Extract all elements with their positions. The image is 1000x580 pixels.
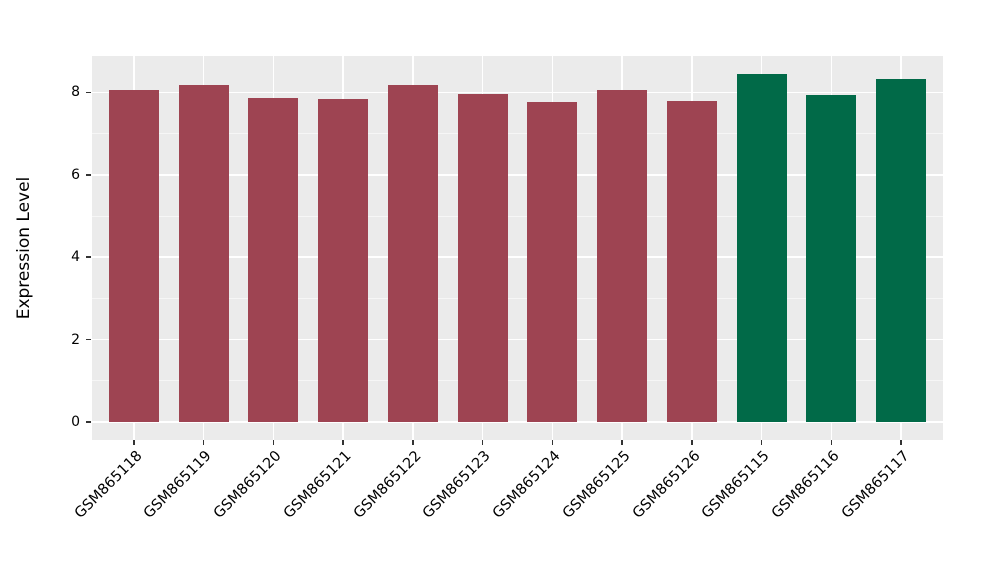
x-tick-label-GSM865121: GSM865121	[280, 448, 355, 522]
y-tick-mark-0	[86, 421, 91, 423]
x-tick-mark-GSM865123	[481, 440, 484, 445]
plot-panel	[92, 56, 943, 440]
x-tick-label-GSM865119: GSM865119	[141, 448, 215, 522]
bar-GSM865117	[876, 78, 927, 422]
x-tick-label-GSM865122: GSM865122	[350, 448, 425, 522]
x-tick-label-GSM865117: GSM865117	[838, 448, 913, 522]
gridline-minor-y5	[92, 215, 943, 217]
y-tick-mark-4	[86, 256, 91, 258]
y-tick-label-2: 2	[71, 331, 80, 348]
x-tick-mark-GSM865119	[202, 440, 205, 445]
y-tick-label-6: 6	[71, 166, 80, 183]
y-tick-label-4: 4	[71, 249, 80, 266]
x-tick-mark-GSM865124	[551, 440, 554, 445]
y-tick-label-0: 0	[71, 414, 80, 430]
x-tick-label-GSM865125: GSM865125	[559, 448, 634, 522]
x-tick-mark-GSM865121	[342, 440, 344, 445]
gridline-minor-y7	[92, 133, 943, 135]
x-tick-mark-GSM865126	[691, 440, 693, 445]
gridline-major-y0	[92, 421, 943, 423]
gridline-minor-y1	[92, 380, 943, 382]
bar-GSM865120	[248, 98, 299, 422]
x-tick-label-GSM865123: GSM865123	[420, 448, 494, 522]
bar-GSM865125	[597, 90, 648, 422]
bar-GSM865124	[527, 101, 578, 422]
bar-GSM865126	[666, 101, 717, 422]
gridline-major-y2	[92, 338, 943, 341]
gridline-major-y4	[92, 256, 943, 258]
gridline-major-y8	[92, 91, 943, 94]
x-tick-mark-GSM865125	[621, 440, 623, 445]
y-axis-title: Expression Level	[14, 176, 34, 320]
bar-GSM865116	[806, 95, 857, 422]
x-tick-label-GSM865118: GSM865118	[71, 448, 146, 522]
x-tick-mark-GSM865118	[133, 440, 135, 445]
y-tick-mark-8	[86, 91, 91, 94]
x-tick-mark-GSM865117	[900, 440, 902, 445]
y-tick-mark-6	[86, 174, 91, 176]
x-tick-label-GSM865116: GSM865116	[768, 448, 843, 522]
gridline-minor-y3	[92, 297, 943, 299]
bar-GSM865118	[108, 90, 159, 422]
x-tick-mark-GSM865120	[272, 440, 275, 445]
bar-GSM865119	[178, 85, 229, 422]
bar-GSM865123	[457, 93, 508, 422]
y-tick-label-8: 8	[71, 84, 80, 101]
x-tick-label-GSM865115: GSM865115	[699, 448, 773, 522]
gridline-major-y6	[92, 174, 943, 176]
y-tick-mark-2	[86, 338, 91, 341]
x-tick-mark-GSM865116	[830, 440, 833, 445]
bar-GSM865122	[387, 84, 438, 422]
x-tick-mark-GSM865122	[412, 440, 414, 445]
x-tick-label-GSM865120: GSM865120	[210, 448, 285, 522]
bar-GSM865121	[318, 99, 369, 422]
bar-GSM865115	[736, 73, 787, 422]
x-tick-label-GSM865124: GSM865124	[489, 448, 564, 522]
x-tick-mark-GSM865115	[760, 440, 763, 445]
x-tick-label-GSM865126: GSM865126	[629, 448, 704, 522]
